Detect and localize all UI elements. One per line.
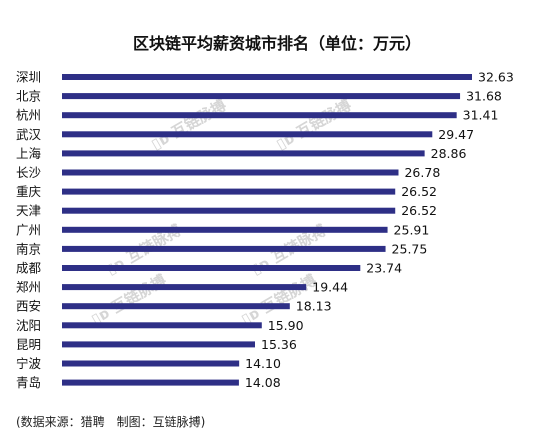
category-label: 青岛 [16,375,41,390]
bar [62,207,396,214]
category-label: 沈阳 [16,318,41,333]
category-label: 天津 [16,203,41,218]
bar [62,245,386,252]
bar [62,265,361,271]
category-label: 深圳 [16,70,41,85]
value-label: 29.47 [438,127,474,142]
value-label: 26.78 [404,165,440,180]
bar [62,379,239,386]
value-label: 26.52 [401,203,437,218]
value-label: 15.90 [268,318,304,333]
bar [62,303,290,310]
bar [62,284,307,291]
value-label: 15.36 [261,337,297,352]
bar [62,341,256,348]
bar [62,226,388,233]
bar [62,360,240,367]
chart-title: 区块链平均薪资城市排名（单位：万元） [132,34,421,53]
watermark: ▯ᴅ 互链脉搏 [88,271,169,328]
bars-group: 深圳 32.63 北京 31.68 杭州 31.41 武汉 29.47 上海 28.86 长沙 26.… [16,70,514,391]
value-label: 23.74 [366,261,402,276]
value-label: 25.75 [392,241,428,256]
value-label: 19.44 [312,280,348,295]
category-label: 长沙 [16,165,42,180]
category-label: 武汉 [16,127,42,142]
watermark: ▯ᴅ 互链脉搏 [273,96,354,153]
category-label: 郑州 [16,280,41,295]
value-label: 25.91 [394,222,430,237]
category-label: 昆明 [16,337,41,352]
value-label: 14.08 [245,375,281,390]
value-label: 32.63 [478,70,514,85]
bar [62,112,457,119]
footer-source: (数据来源：猎聘 制图：互链脉搏) [16,415,206,429]
category-label: 上海 [16,146,42,161]
category-label: 杭州 [16,108,41,123]
category-label: 宁波 [16,356,42,371]
category-label: 南京 [16,241,41,256]
value-label: 28.86 [431,146,467,161]
bar [62,93,461,100]
bar [62,322,262,329]
category-label: 北京 [16,89,41,104]
bar [62,150,425,157]
value-label: 31.41 [463,108,499,123]
value-label: 31.68 [466,89,502,104]
category-label: 成都 [16,261,42,276]
bar [62,188,396,195]
bar [62,131,433,138]
value-label: 14.10 [245,356,281,371]
value-label: 26.52 [401,184,437,199]
category-label: 西安 [16,299,41,314]
category-label: 重庆 [16,184,42,199]
value-label: 18.13 [296,299,332,314]
bar [62,169,399,176]
watermark: ▯ᴅ 互链脉搏 [148,96,229,153]
category-label: 广州 [16,222,41,237]
bar [62,74,472,80]
